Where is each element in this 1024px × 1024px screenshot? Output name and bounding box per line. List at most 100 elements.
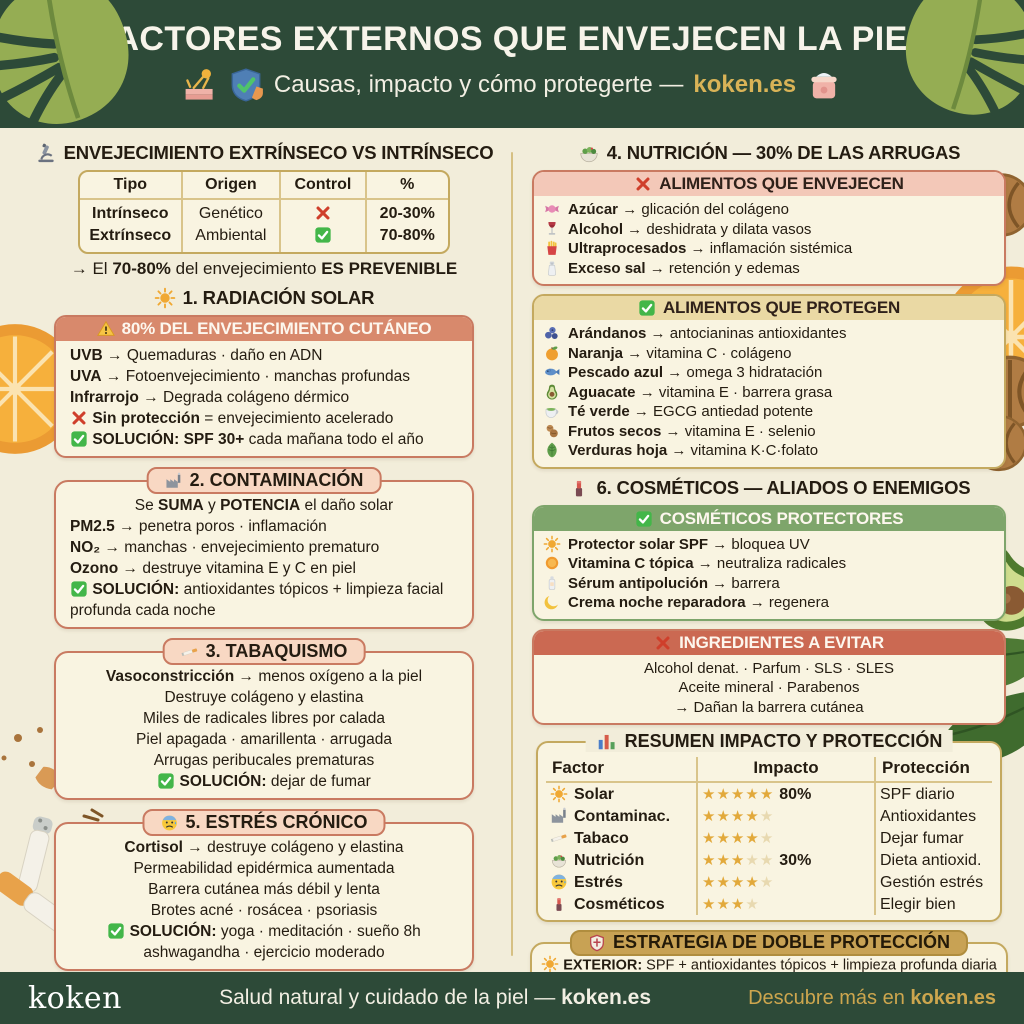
impact-percent: 30% [779,851,812,869]
text-line: Sin protección = envejecimiento acelerad… [66,408,462,429]
text-segment: Se [134,497,159,514]
check-icon [314,226,332,244]
cross-icon [634,175,652,193]
star-filled-icon: ★ [702,785,717,803]
star-filled-icon: ★ [730,785,746,803]
cigarette-icon [550,829,568,847]
wine-icon [543,220,561,238]
page-subtitle: Causas, impacto y cómo protegerte — koke… [0,67,1024,103]
check-icon [107,922,125,940]
star-empty-icon: ★ [759,873,775,891]
list-item: Vitamina C tópica → neutraliza radicales [543,554,995,574]
summary-factor-cell: Cosméticos [546,893,696,915]
text-segment: → manchas · envejecimiento prematuro [100,539,380,556]
table-header-cell: Origen [180,172,280,198]
text-segment: Permeabilidad epidérmica aumentada [133,860,395,877]
sun-icon [543,535,561,553]
text-segment: → retención y edemas [645,259,800,277]
check-icon [157,772,175,790]
text-line: Miles de radicales libres por calada [66,708,462,729]
text-segment: SPF + antioxidantes tópicos + limpieza p… [642,957,997,974]
text-segment: POTENCIA [220,497,301,514]
summary-protection-cell: Dejar fumar [874,827,992,849]
text-segment: → vitamina E · barrera grasa [635,383,833,401]
text-segment: NO₂ [70,539,101,556]
text-line: ashwagandha · ejercicio moderado [66,942,462,963]
factor-label: Contaminac. [574,807,671,825]
star-filled-icon: ★ [745,807,760,825]
text-segment: → EGCG antiedad potente [629,403,814,420]
text-segment: Miles de radicales libres por calada [142,710,386,727]
text-segment: → barrera [708,574,780,592]
text-line: Vasoconstricción → menos oxígeno a la pi… [66,666,462,687]
text-segment: Vitamina C tópica [568,555,694,572]
moon-icon [543,593,561,611]
box-radiacion-solar: 80% DEL ENVEJECIMIENTO CUTÁNEO UVB → Quem… [54,315,474,458]
box-alimentos-envejecen-body: Azúcar → glicación del colágeno Alcohol →… [534,196,1004,284]
section-title-radiacion-solar: 1. RADIACIÓN SOLAR [52,287,476,309]
star-filled-icon: ★ [702,851,717,869]
footer-bar: koken Salud natural y cuidado de la piel… [0,972,1024,1024]
star-filled-icon: ★ [745,829,760,847]
candy-icon [543,200,561,218]
cross-icon [654,634,672,652]
box-contaminacion: 2. CONTAMINACIÓN Se SUMA y POTENCIA el da… [54,467,474,629]
list-item: Frutos secos → vitamina E · selenio [543,422,995,442]
box-alimentos-protegen-banner: ALIMENTOS QUE PROTEGEN [534,296,1004,320]
table-value: Intrínseco [92,205,169,222]
list-item: Protector solar SPF → bloquea UV [543,535,995,555]
summary-protection-cell: Antioxidantes [874,805,992,827]
list-item: Ultraprocesados → inflamación sistémica [543,239,995,259]
star-empty-icon: ★ [759,851,775,869]
section-title-nutricion: 4. NUTRICIÓN — 30% DE LAS ARRUGAS [530,142,1008,164]
text-line: SOLUCIÓN: yoga · meditación · sueño 8h [66,921,462,942]
strategy-title: ESTRATEGIA DE DOBLE PROTECCIÓN [569,930,969,956]
box-cosmeticos-protectores: COSMÉTICOS PROTECTORES Protector solar SP… [532,504,1006,621]
text-line: NO₂ → manchas · envejecimiento prematuro [66,537,462,558]
text-line: Infrarrojo → Degrada colágeno dérmico [66,387,462,408]
cross-icon [314,204,332,222]
text-segment: Frutos secos [568,422,662,440]
cigarette-icon [181,643,199,661]
star-rating: ★★★★ [702,895,760,914]
footer-cta-link[interactable]: Descubre más en koken.es [748,987,996,1010]
star-filled-icon: ★ [702,829,717,847]
strategy-title-label: ESTRATEGIA DE DOBLE PROTECCIÓN [612,932,951,952]
subtitle-brand-link[interactable]: koken.es [693,71,797,98]
text-segment: Salud natural y cuidado de la piel — [219,986,562,1009]
text-segment: → antocianinas antioxidantes [646,325,847,342]
box-ingredientes-evitar: INGREDIENTES A EVITAR Alcohol denat. · Pa… [532,628,1006,725]
text-segment: Azúcar [568,201,619,218]
list-item: Sérum antipolución → barrera [543,574,995,594]
text-segment: Alcohol [568,220,623,238]
box-radiacion-solar-banner-label: 80% DEL ENVEJECIMIENTO CUTÁNEO [121,319,432,338]
box-tabaquismo-title-label: 3. TABAQUISMO [205,641,348,661]
list-item: Exceso sal → retención y edemas [543,259,995,279]
text-segment: Barrera cutánea más débil y lenta [148,881,380,898]
text-line: UVB → Quemaduras · daño en ADN [66,345,462,366]
summary-grid: Factor Impacto Protección Solar ★★★★★ 80% SPF … [546,757,992,915]
text-segment: SOLUCIÓN: [92,581,180,598]
impact-percent: 80% [779,785,812,803]
box-ingredientes-evitar-banner: INGREDIENTES A EVITAR [534,630,1004,655]
summary-protection-cell: Gestión estrés [874,871,992,893]
factor-label: Nutrición [574,851,645,869]
text-segment: Protector solar SPF [568,535,709,553]
serum-icon [543,574,561,592]
section-title-cosmeticos-label: 6. COSMÉTICOS — ALIADOS O ENEMIGOS [596,476,971,498]
table-value [283,225,362,247]
list-item-text: Ultraprocesados → inflamación sistémica [568,239,995,259]
table-value [283,203,362,225]
box-tabaquismo-title: 3. TABAQUISMO [162,638,366,665]
shield-icon [588,934,606,952]
factor-label: Tabaco [574,829,629,847]
factor-label: Estrés [574,873,623,891]
star-filled-icon: ★ [716,873,731,891]
text-line: SOLUCIÓN: dejar de fumar [66,771,462,792]
text-segment: Brotes acné · rosácea · psoriasis [150,902,378,919]
list-item-text: Protector solar SPF → bloquea UV [568,535,995,555]
aging-comparison-table: Tipo Origen Control% Intrínseco Extrínseco Ge… [78,170,450,254]
table-cell-pct: 20-30% 70-80% [364,200,448,252]
summary-impact-cell: ★★★★★ [696,805,874,827]
text-segment: SOLUCIÓN: [129,923,217,940]
